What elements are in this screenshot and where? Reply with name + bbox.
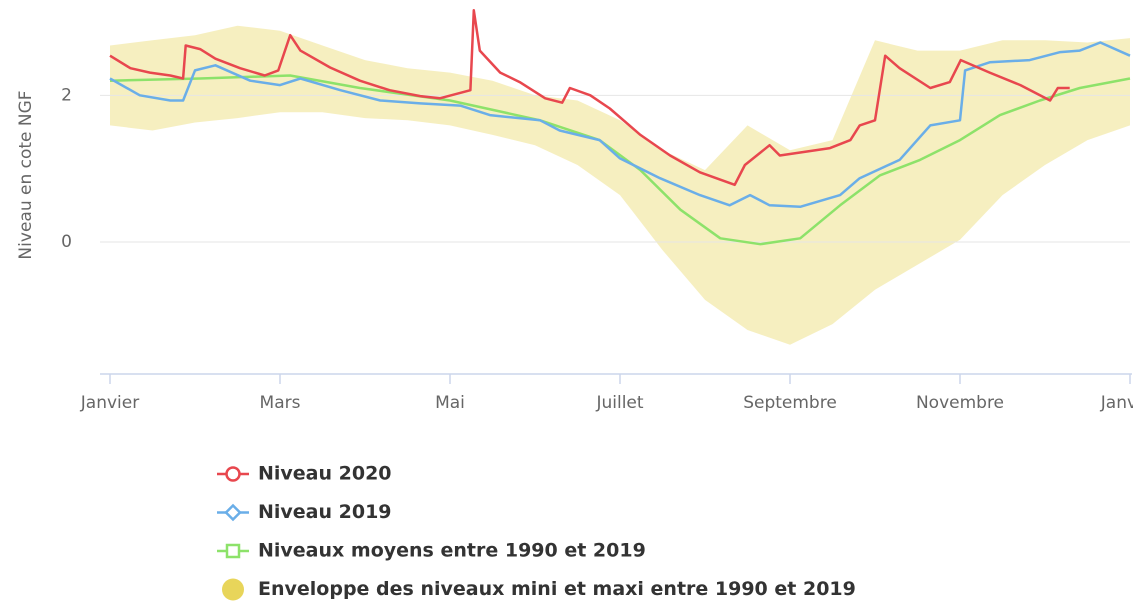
y-tick-label: 2: [61, 85, 72, 105]
legend-label: Enveloppe des niveaux mini et maxi entre…: [258, 578, 856, 600]
x-tick-label: Juillet: [595, 393, 643, 413]
legend-item: Niveau 2019: [217, 501, 392, 523]
series-line: [109, 9, 1070, 187]
series-line: [109, 41, 1131, 209]
legend-item: Enveloppe des niveaux mini et maxi entre…: [222, 578, 856, 601]
x-tick-label: Novembre: [916, 393, 1004, 413]
legend-label: Niveau 2019: [258, 501, 392, 523]
y-axis-label: Niveau en cote NGF: [16, 90, 36, 259]
legend-marker: [224, 503, 242, 522]
legend-marker: [225, 543, 241, 559]
envelope-area: [110, 25, 1130, 345]
legend-item: Niveau 2020: [217, 463, 392, 485]
x-tick-label: Mai: [435, 393, 465, 413]
legend-marker: [225, 466, 241, 482]
series-line: [109, 74, 1131, 246]
legend-label: Niveau 2020: [258, 463, 392, 485]
x-tick-label: Septembre: [743, 393, 837, 413]
legend-marker: [222, 578, 244, 601]
x-tick-label: Janvier: [1100, 393, 1133, 413]
x-tick-label: Janvier: [80, 393, 139, 413]
x-tick-label: Mars: [260, 393, 301, 413]
legend-item: Niveaux moyens entre 1990 et 2019: [217, 540, 646, 562]
legend-label: Niveaux moyens entre 1990 et 2019: [258, 540, 646, 562]
y-tick-label: 0: [61, 232, 72, 252]
